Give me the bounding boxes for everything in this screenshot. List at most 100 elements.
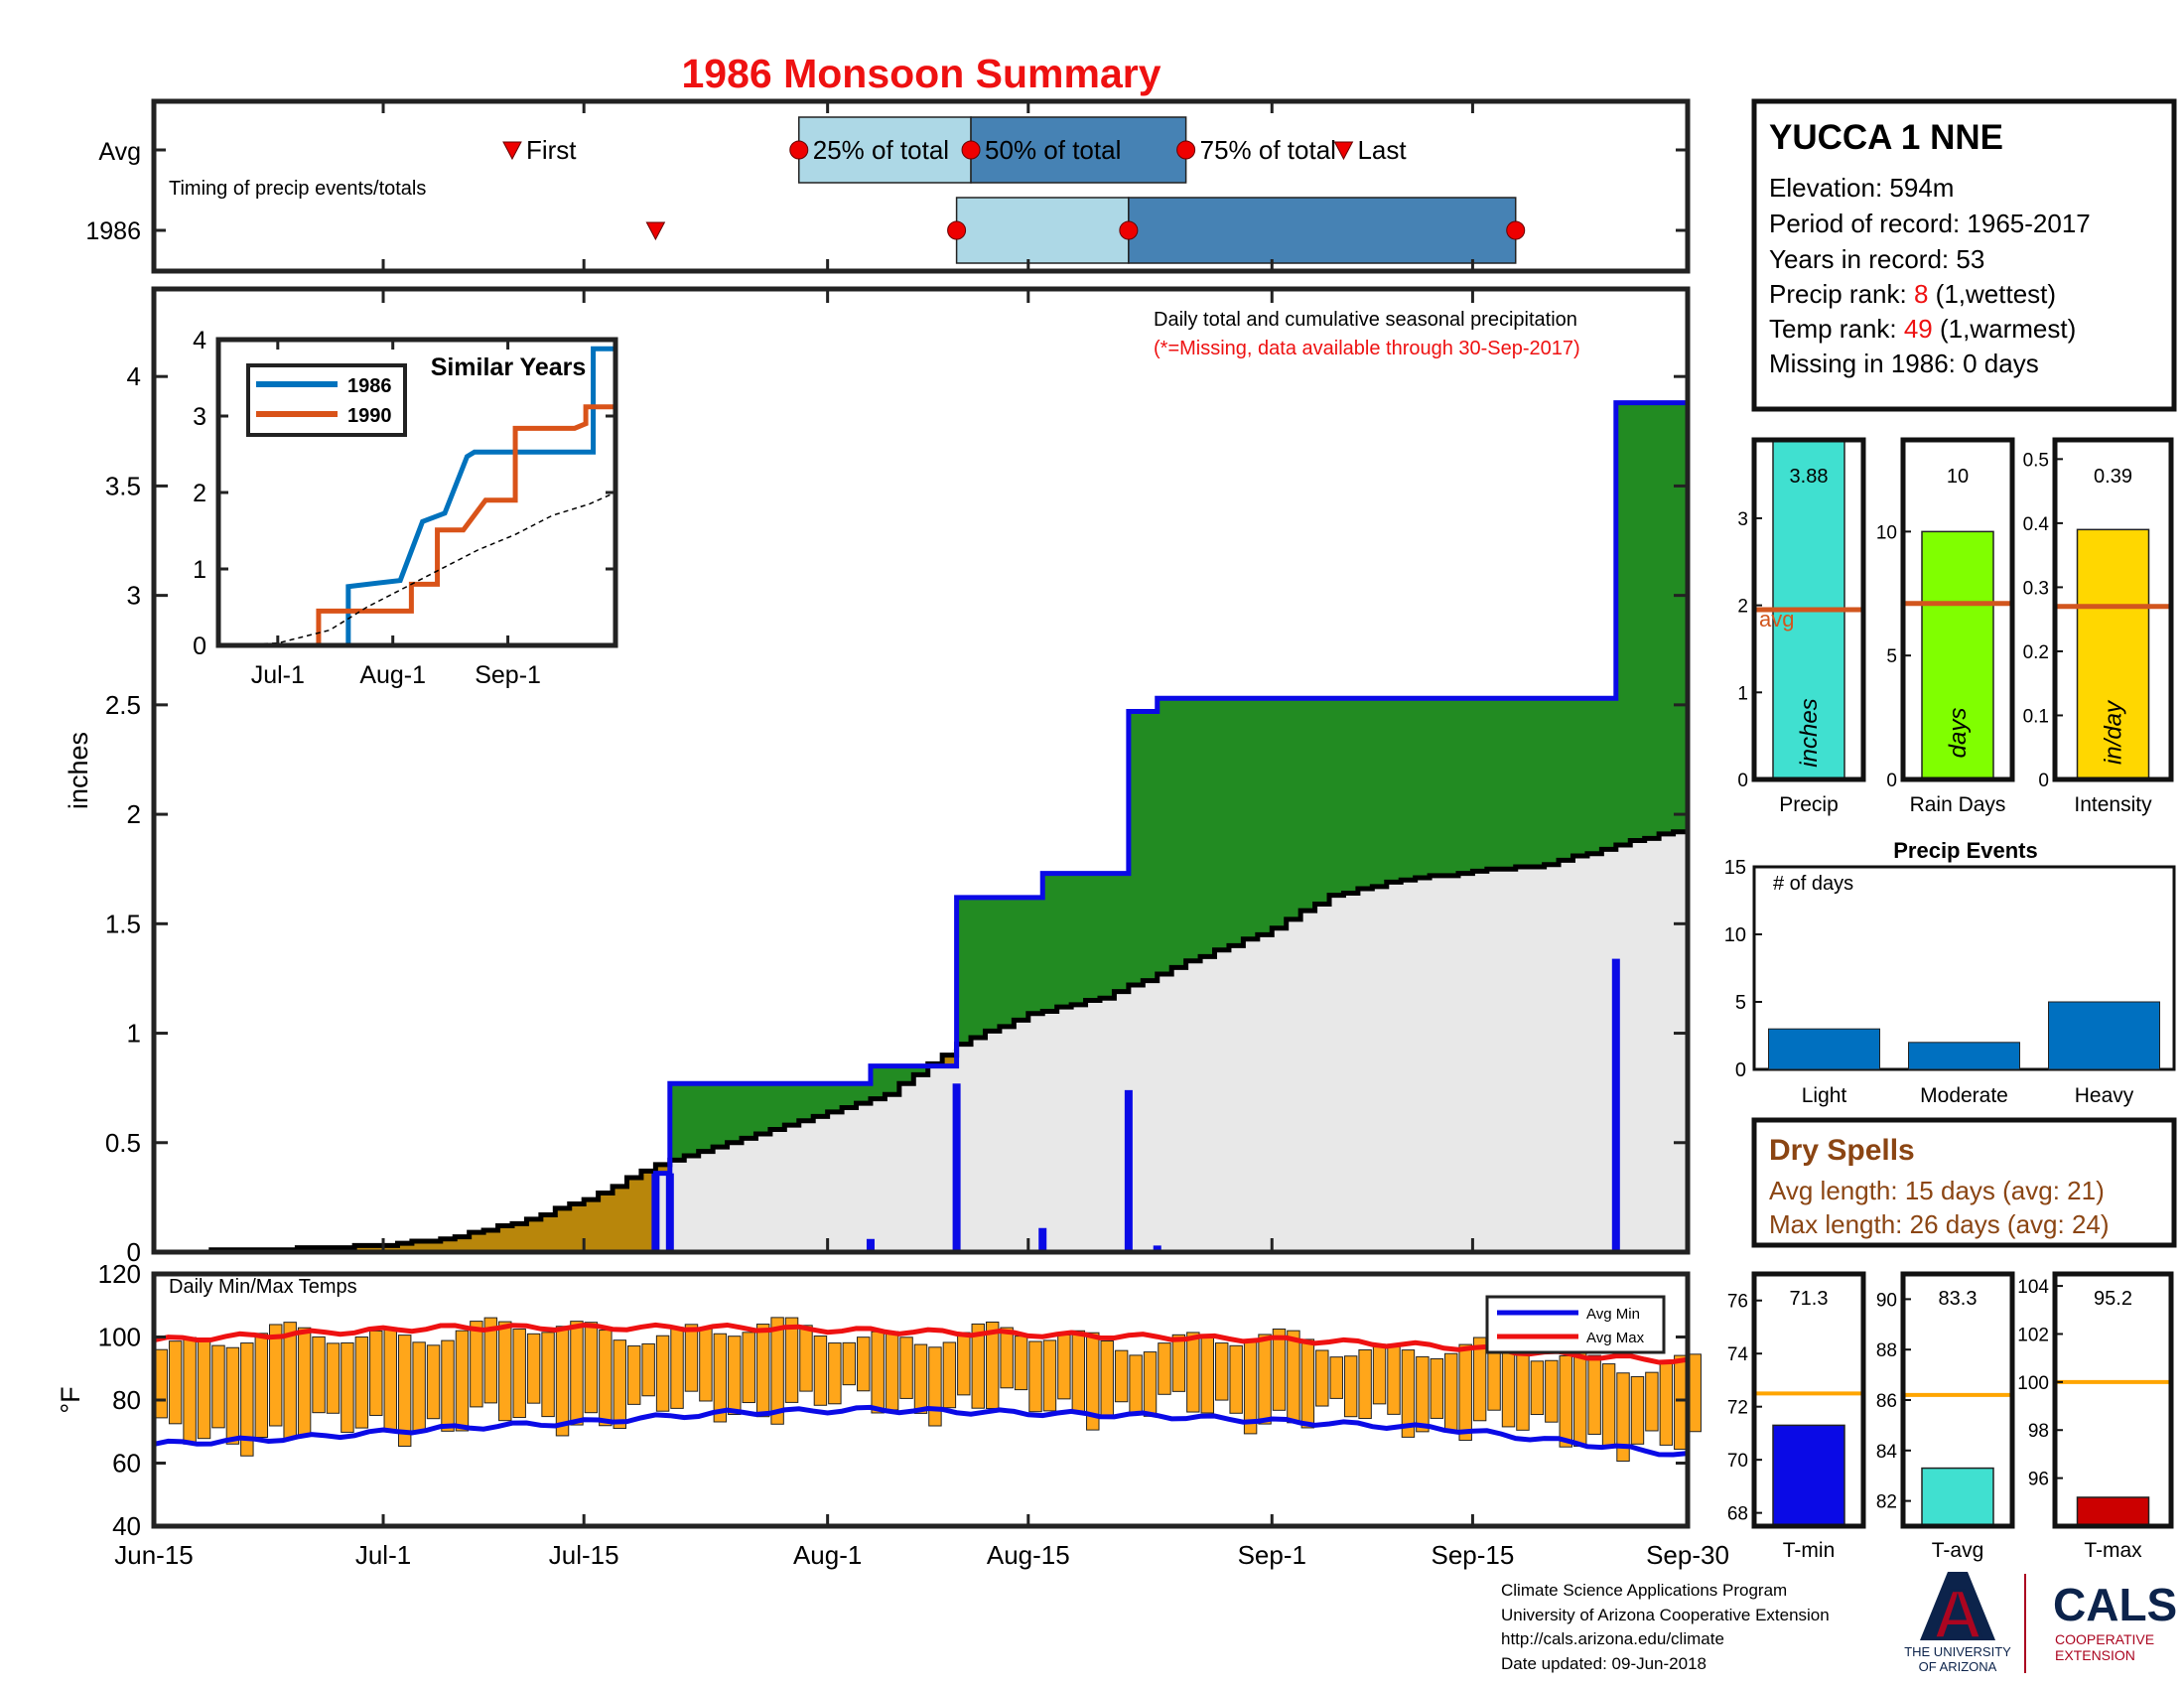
- precip-chart-note: Daily total and cumulative seasonal prec…: [1154, 309, 1577, 331]
- temp-summary-tick-label: 82: [1876, 1492, 1897, 1513]
- summary-unit-label: inches: [1796, 698, 1823, 767]
- daily-temp-range-bar: [1472, 1336, 1487, 1422]
- temp-summary-tick-label: 74: [1727, 1344, 1749, 1365]
- summary-unit-label: days: [1945, 708, 1972, 759]
- timing-avg-first-marker: [502, 141, 522, 161]
- footer-program: Climate Science Applications Program: [1501, 1581, 1788, 1600]
- temp-summary-tick-label: 76: [1727, 1292, 1748, 1313]
- precip-events-bar-light: [1768, 1028, 1880, 1070]
- footer-credits: Climate Science Applications Program Uni…: [1501, 1579, 1830, 1676]
- daily-temp-range-bar: [1000, 1327, 1014, 1389]
- summary-panel-frame: [1751, 437, 1866, 782]
- precip-y-tick-label: 1: [127, 1019, 141, 1049]
- temp-summary-tick-label: 84: [1876, 1442, 1898, 1463]
- precip-y-tick-label: 4: [127, 361, 141, 391]
- temp-y-tick-label: 80: [112, 1385, 141, 1415]
- inset-y-tick-label: 4: [193, 327, 206, 354]
- dry-spells-box: Dry Spells Avg length: 15 days (avg: 21)…: [1751, 1117, 2177, 1248]
- temp-chart-frame: [151, 1271, 1691, 1529]
- precip-y-tick-label: 3: [127, 581, 141, 611]
- timing-year-25-marker: [947, 220, 967, 240]
- temp-y-tick-label: 60: [112, 1449, 141, 1478]
- timing-markers: First 25% of total 50% of total 75% of tota…: [152, 101, 1690, 271]
- daily-temp-range-bar: [842, 1341, 857, 1386]
- cals-logo-line1: COOPERATIVE: [2055, 1631, 2154, 1647]
- daily-temp-range-bar: [828, 1342, 842, 1405]
- daily-temp-range-bar: [1416, 1355, 1430, 1433]
- precip-events-tick-label: 10: [1724, 924, 1746, 946]
- temp-y-tick-label: 120: [98, 1259, 141, 1289]
- daily-temp-range-bar: [1659, 1362, 1674, 1446]
- daily-temp-range-bar: [1545, 1359, 1559, 1423]
- temp-chart: 40 60 80 100 120 Daily Min/Max Temps °F Avg …: [56, 1259, 1729, 1570]
- summary-tick-label: 0: [2038, 771, 2049, 791]
- daily-temp-range-bar: [784, 1317, 799, 1403]
- cals-logo-line2: EXTENSION: [2055, 1647, 2135, 1663]
- inset-frame: [215, 337, 618, 648]
- date-axis-tick-label: Jul-15: [549, 1540, 619, 1570]
- summary-tick-label: 0.3: [2023, 578, 2049, 599]
- inset-series-1986: [218, 346, 615, 648]
- daily-temp-range-bar: [1014, 1336, 1028, 1391]
- summary-panel-frame: [2052, 437, 2174, 782]
- station-info-frame: [1751, 98, 2177, 412]
- temp-summary-panel-bg: [2055, 1274, 2171, 1526]
- above-average-area: [669, 402, 1688, 1161]
- temp-summary-tick-label: 72: [1727, 1398, 1748, 1419]
- inset-marks: 0 1 2 3 4 Jul-1 Aug-1 Sep-1: [193, 327, 616, 689]
- daily-precip-bar: [866, 1238, 875, 1252]
- ua-block-a-letter: A: [1933, 1576, 1983, 1653]
- daily-temp-range-bar: [1229, 1344, 1243, 1414]
- summary-value-label: 10: [1947, 466, 1969, 488]
- daily-temp-range-bar: [470, 1321, 483, 1408]
- timing-panel: Avg 1986 Timing of precip events/totals …: [85, 98, 1691, 274]
- daily-temp-range-bar: [1401, 1349, 1416, 1438]
- inset-y-tick-label: 1: [193, 556, 206, 584]
- precip-y-tick-label: 2: [127, 799, 141, 829]
- timing-year-box-50-75: [1128, 197, 1517, 264]
- daily-temp-range-bar: [1287, 1330, 1300, 1424]
- daily-temp-range-bar: [512, 1329, 526, 1419]
- daily-temp-range-bar: [1587, 1354, 1601, 1435]
- daily-temp-range-bar: [1530, 1360, 1545, 1416]
- daily-temp-range-bar: [1129, 1354, 1143, 1415]
- daily-temp-range-bar: [684, 1324, 699, 1392]
- temp-summary-tick-label: 90: [1876, 1290, 1897, 1311]
- daily-precip-bar: [952, 1083, 961, 1252]
- timing-avg-last-marker: [1333, 141, 1354, 161]
- summary-category-label: Rain Days: [1910, 793, 2006, 816]
- daily-temp-range-bar: [1572, 1351, 1587, 1447]
- summary-tick-label: 0.2: [2023, 642, 2049, 663]
- summary-tick-label: 5: [1886, 646, 1897, 667]
- daily-temp-range-bar: [1430, 1357, 1444, 1419]
- date-axis-tick-label: Aug-1: [793, 1540, 862, 1570]
- daily-temp-range-bar: [1516, 1354, 1530, 1431]
- daily-temp-range-bar: [354, 1336, 369, 1429]
- daily-temp-range-bar: [755, 1324, 770, 1418]
- daily-precip-bar: [1153, 1245, 1161, 1252]
- daily-temp-range-bar: [154, 1348, 168, 1419]
- inset-x-tick-label: Sep-1: [475, 661, 541, 689]
- ua-logo-line1: THE UNIVERSITY: [1904, 1644, 2011, 1659]
- daily-temp-range-bar: [1272, 1329, 1287, 1411]
- timing-row-label-year: 1986: [85, 217, 141, 245]
- precip-events-bar-heavy: [2048, 1001, 2160, 1070]
- temp-summary-value-label: 95.2: [2094, 1288, 2132, 1310]
- footer-url[interactable]: http://cals.arizona.edu/climate: [1501, 1629, 1724, 1648]
- daily-temp-range-bar: [770, 1317, 784, 1425]
- cals-logo: CALS COOPERATIVE EXTENSION: [2053, 1579, 2177, 1663]
- temp-chart-marks: 40 60 80 100 120: [98, 1259, 1702, 1541]
- daily-temp-range-bar: [1315, 1349, 1329, 1407]
- footer-date-updated: Date updated: 09-Jun-2018: [1501, 1653, 1706, 1673]
- station-name: YUCCA 1 NNE: [1769, 118, 2003, 157]
- daily-temp-range-bar: [626, 1345, 641, 1405]
- precip-y-tick-label: 0: [127, 1237, 141, 1267]
- temp-summary-tick-label: 86: [1876, 1391, 1897, 1412]
- precip-chart-missing-note: (*=Missing, data available through 30-Se…: [1154, 338, 1580, 359]
- dry-spells-title: Dry Spells: [1769, 1134, 1915, 1167]
- temp-summary-tick-label: 98: [2028, 1421, 2049, 1442]
- daily-temp-range-bar: [269, 1324, 283, 1427]
- timing-year-box-25-50: [955, 197, 1130, 264]
- daily-temp-range-bar: [584, 1322, 599, 1414]
